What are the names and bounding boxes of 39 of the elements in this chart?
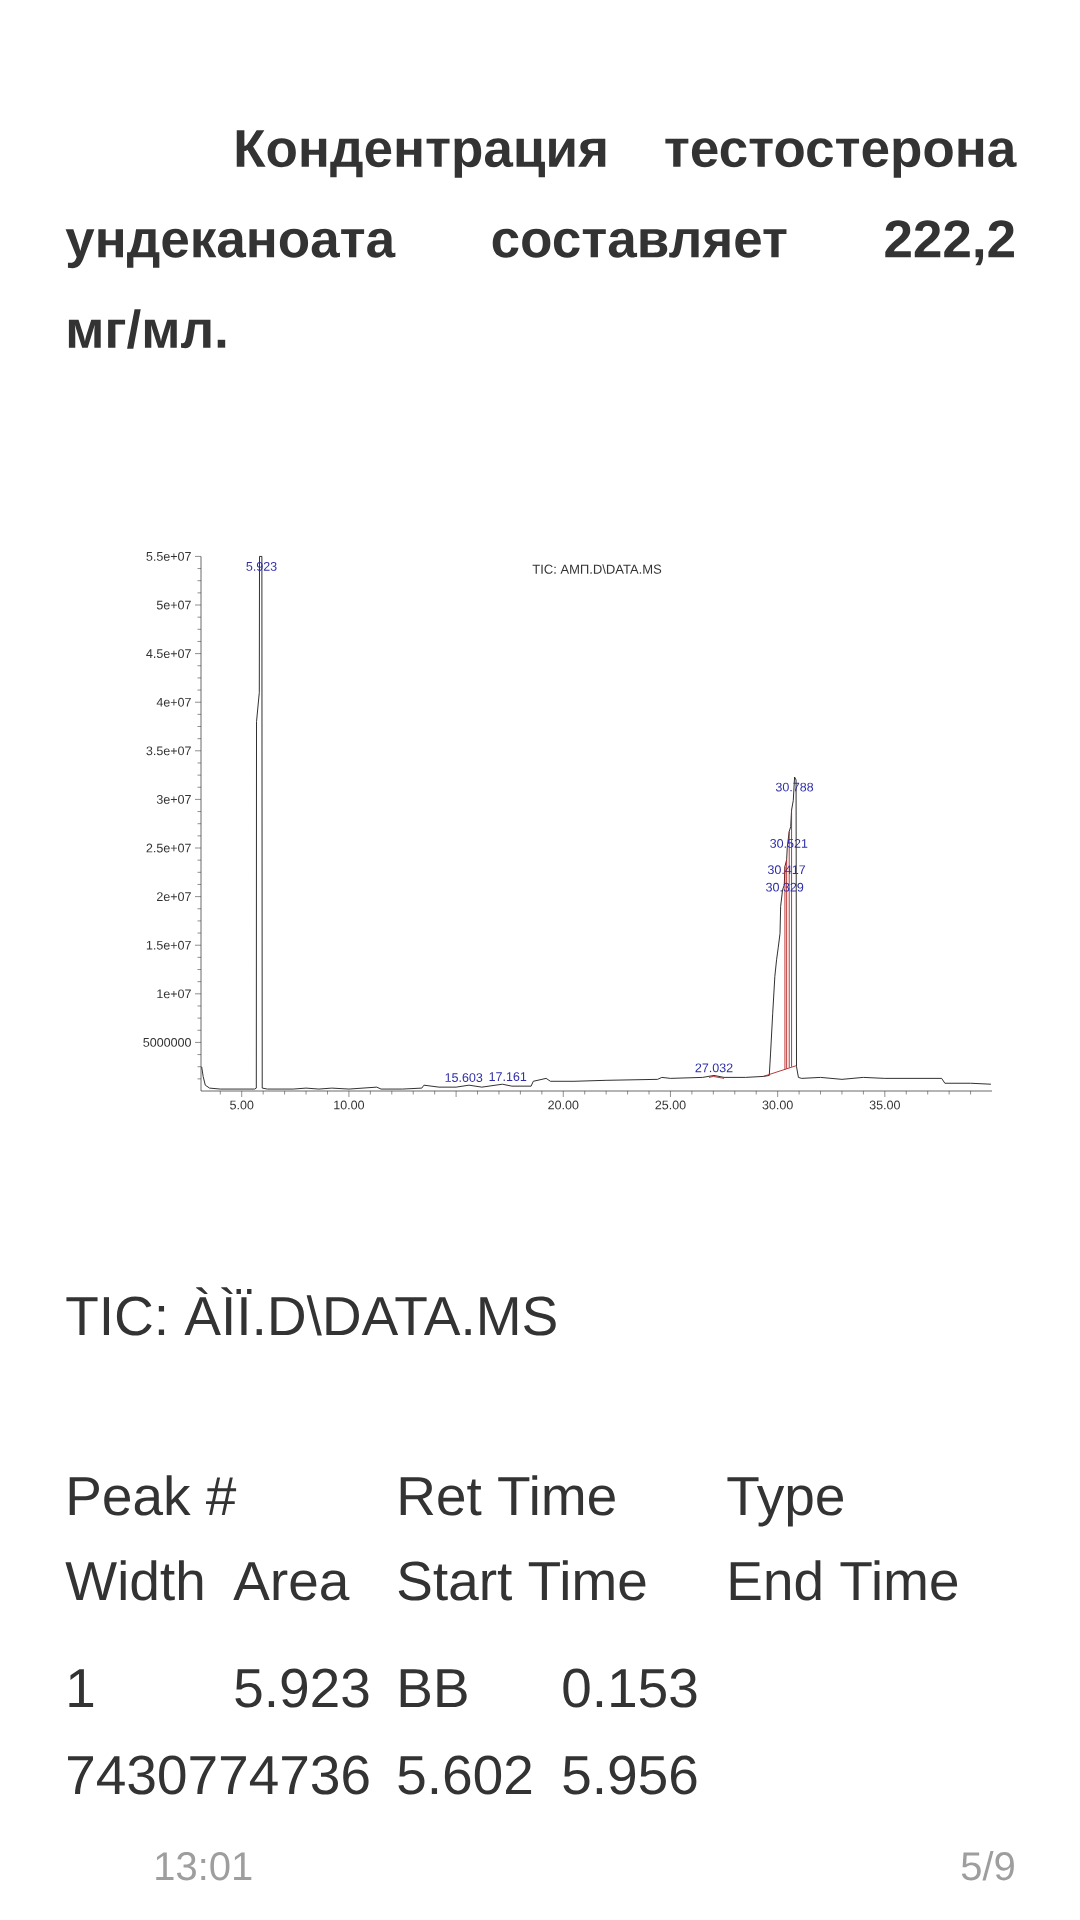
text: 5.602 [398,1755,532,1795]
y-tick-label: 3.5e+07 [146,746,191,756]
text: Type [727,1477,844,1527]
text: 7430774736 [68,1755,369,1795]
x-tick-label: 30.00 [762,1100,793,1110]
x-tick-label: 10.00 [334,1100,365,1110]
chart-subtitle: TIC: АМП.D\DATA.MS [532,564,662,574]
y-tick-label: 2.5e+07 [146,843,191,853]
chart-title: Кондентрация тестостерона ундеканоата составляет 222,2 мг/мл. [65,130,1017,349]
text: 5.956 [563,1755,697,1795]
annotation: 17.161 [489,1072,527,1082]
y-tick-label: 5e+07 [156,600,191,610]
text: Area [233,1562,350,1601]
text: End Time [730,1560,958,1601]
text: Peak # [69,1475,237,1516]
text: BB [400,1669,467,1708]
x-tick-label: 35.00 [869,1100,900,1110]
text: 1 [69,1669,94,1708]
y-tick-label: 3e+07 [156,795,191,804]
text: 5/9 [961,1851,1014,1881]
x-tick-label: 5.00 [230,1100,254,1110]
annotation: 15.603 [445,1073,483,1082]
y-tick-label: 4e+07 [156,697,191,707]
x-tick-label: 25.00 [655,1100,686,1110]
text: Ret Time [400,1475,615,1516]
annotation: 27.032 [695,1063,733,1073]
y-tick-label: 5000000 [143,1038,191,1047]
text: 5.923 [235,1668,369,1708]
text: Width [65,1560,203,1601]
x-tick-label: 20.00 [548,1100,579,1110]
text: 13:01 [156,1852,252,1881]
text: Start Time [398,1560,646,1601]
y-tick-label: 1.5e+07 [146,940,191,950]
text: TIC: ÀÌÏ.D\DATA.MS [66,1287,556,1336]
y-tick-label: 5.5e+07 [146,551,191,561]
text: 0.153 [563,1668,697,1708]
y-tick-label: 1e+07 [157,989,191,999]
y-tick-label: 2e+07 [156,892,191,902]
y-tick-label: 4.5e+07 [146,649,191,659]
